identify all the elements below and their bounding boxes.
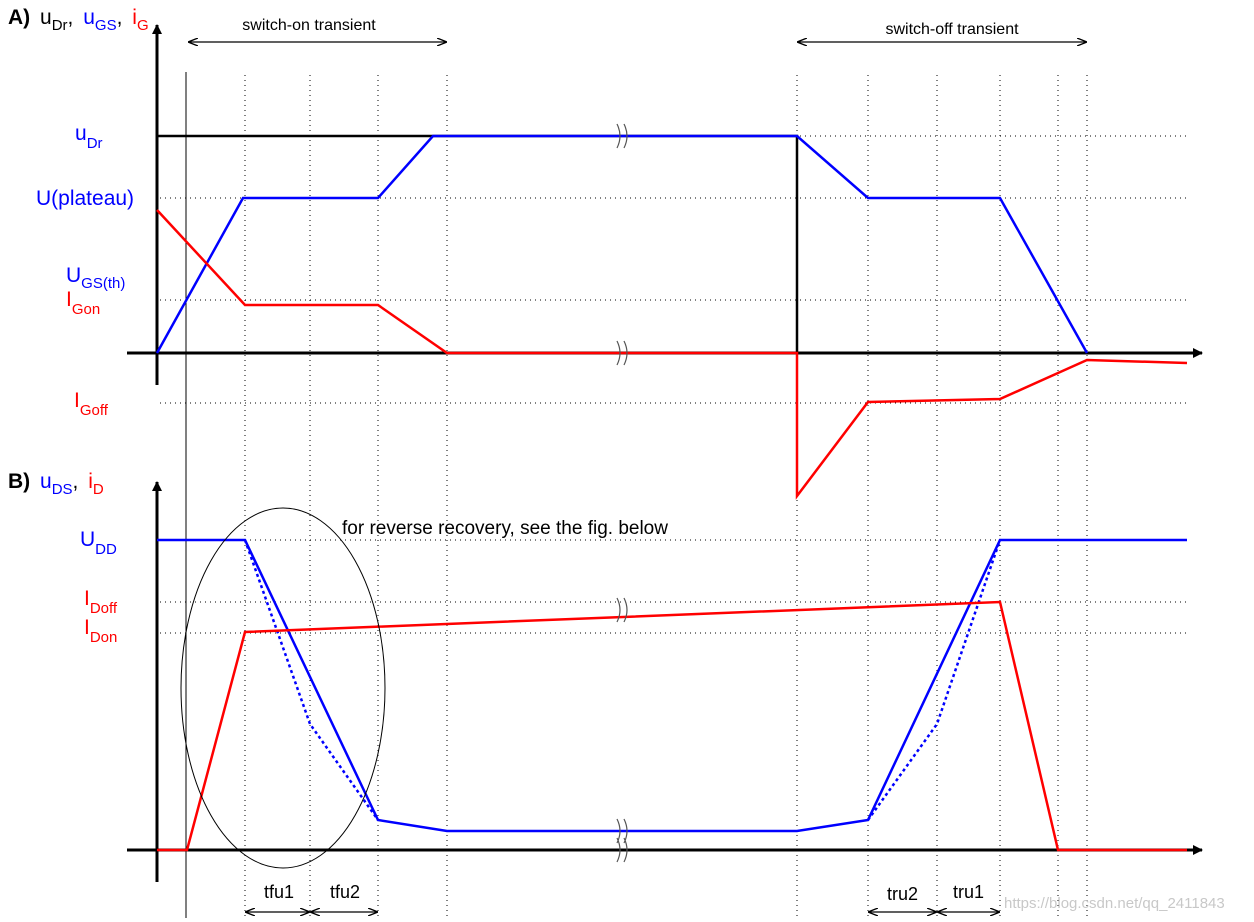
symbol: i — [88, 470, 93, 493]
subscript: Goff — [80, 402, 109, 419]
switch-on-label: switch-on transient — [242, 17, 376, 34]
subscript: DD — [95, 541, 117, 558]
level-label: IDoff — [84, 587, 118, 617]
panel-label: A) — [8, 6, 30, 29]
subscript: G — [137, 17, 149, 34]
level-label: IGon — [66, 288, 100, 318]
level-label: U(plateau) — [36, 187, 134, 210]
symbol: I — [66, 288, 72, 311]
dimension-arrows — [189, 42, 1086, 912]
subscript: Dr — [87, 135, 103, 152]
level-label: IGoff — [74, 389, 109, 419]
separator: , — [117, 6, 123, 29]
separator: , — [73, 470, 79, 493]
switch-off-label: switch-off transient — [885, 21, 1019, 38]
note: for reverse recovery, see the fig. below — [342, 518, 668, 539]
symbol: u — [75, 122, 87, 145]
symbol: U — [80, 528, 95, 551]
symbol: I — [84, 587, 90, 610]
waveforms-b — [157, 507, 1187, 869]
interval-label: tru2 — [887, 884, 918, 904]
panel-label: B) — [8, 470, 30, 493]
watermark: https://blog.csdn.net/qq_2411843 — [1004, 895, 1225, 912]
symbol: u — [40, 6, 52, 29]
break-marks — [616, 123, 628, 863]
panel-b-title: B) uDS, iD — [8, 470, 104, 498]
symbol: i — [132, 6, 137, 29]
subscript: DS — [52, 481, 73, 498]
symbol: u — [83, 6, 95, 29]
symbol: U — [66, 264, 81, 287]
level-label: uDr — [75, 122, 103, 152]
subscript: Dr — [52, 17, 68, 34]
interval-label: tfu2 — [330, 882, 360, 902]
waveforms-a — [155, 134, 1188, 500]
level-label: UGS(th) — [66, 264, 125, 292]
symbol: I — [74, 389, 80, 412]
level-label: IDon — [84, 616, 117, 646]
subscript: Don — [90, 629, 118, 646]
level-label: UDD — [80, 528, 117, 558]
interval-label: tfu1 — [264, 882, 294, 902]
subscript: Doff — [90, 600, 118, 617]
interval-label: tru1 — [953, 882, 984, 902]
panel-a-title: A) uDr, uGS, iG — [8, 6, 149, 34]
subscript: GS(th) — [81, 275, 125, 292]
subscript: GS — [95, 17, 117, 34]
subscript: D — [93, 481, 104, 498]
symbol: u — [40, 470, 52, 493]
separator: , — [68, 6, 74, 29]
symbol: I — [84, 616, 90, 639]
subscript: Gon — [72, 301, 100, 318]
